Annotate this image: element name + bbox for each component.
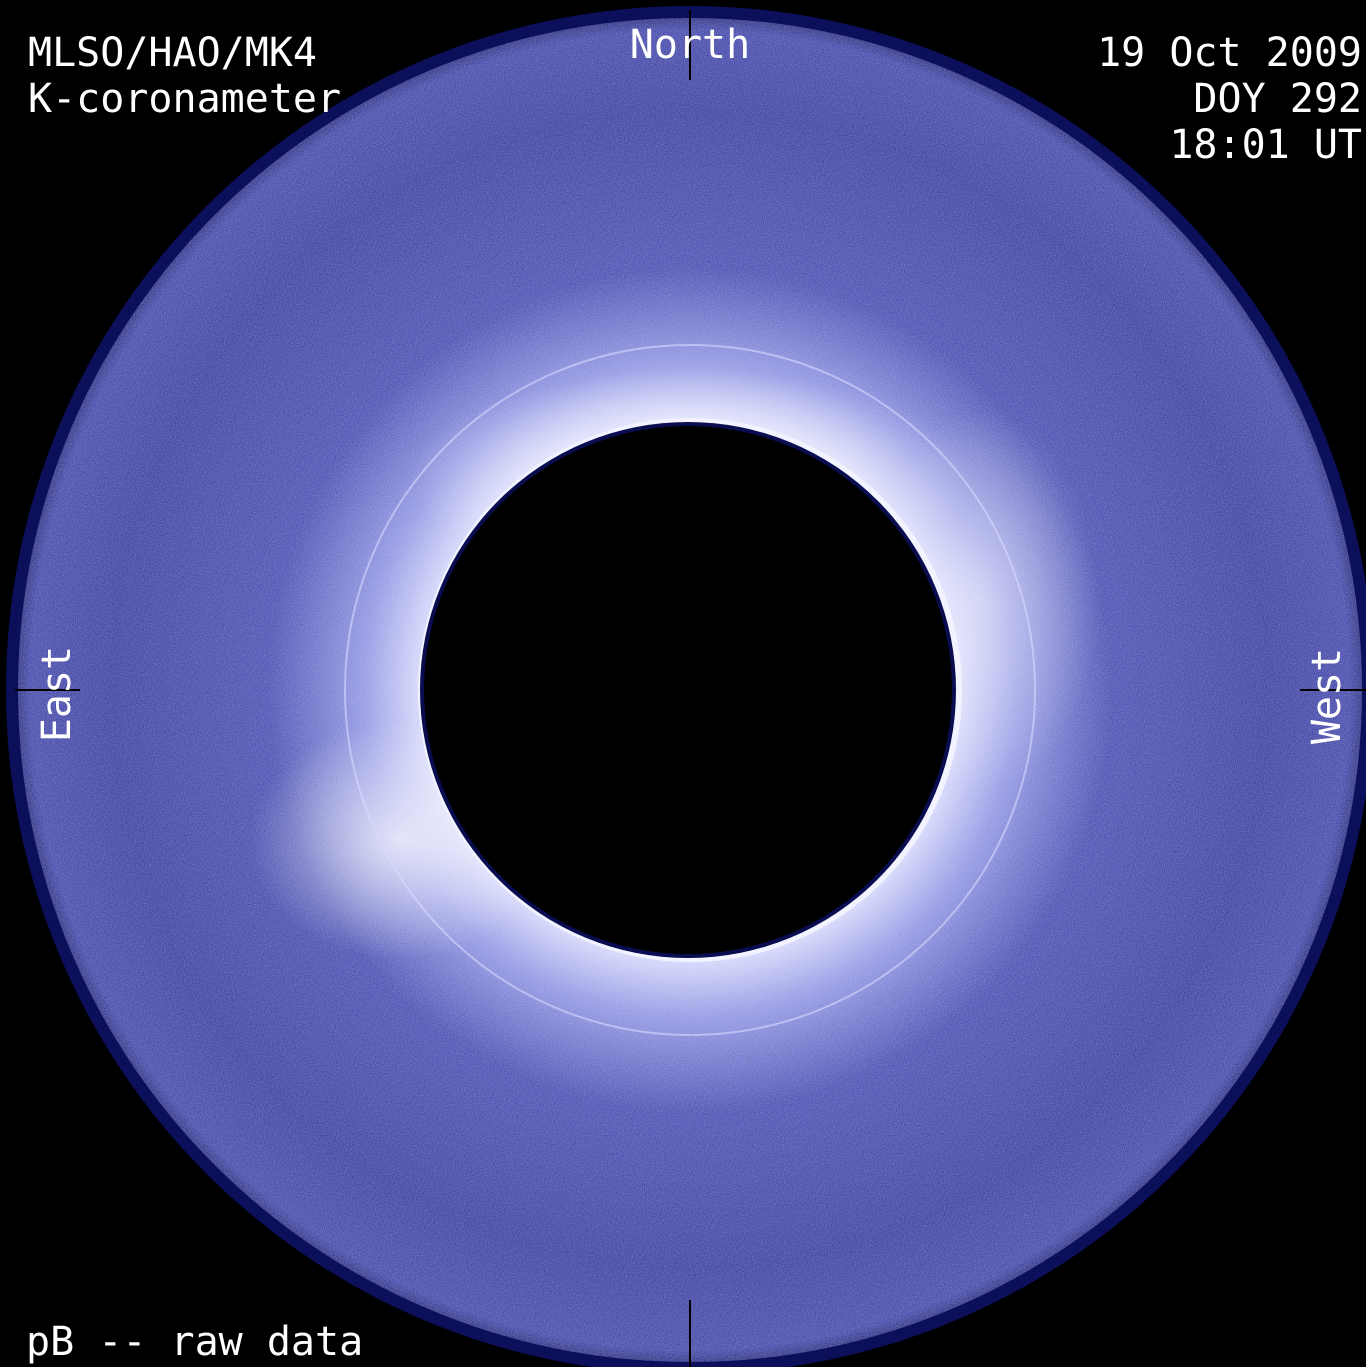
time: 18:01 UT (1169, 122, 1362, 168)
date: 19 Oct 2009 (1097, 30, 1362, 76)
caption: pB -- raw data (26, 1319, 363, 1365)
doy: DOY 292 (1193, 76, 1362, 122)
occulter (424, 426, 952, 954)
observatory: MLSO/HAO/MK4 (28, 30, 317, 76)
coronagraph-image: MLSO/HAO/MK4 K-coronameter 19 Oct 2009 D… (0, 0, 1366, 1367)
instrument: K-coronameter (28, 76, 341, 122)
east-label: East (34, 646, 80, 742)
west-label: West (1304, 648, 1350, 744)
north-label: North (630, 22, 750, 68)
